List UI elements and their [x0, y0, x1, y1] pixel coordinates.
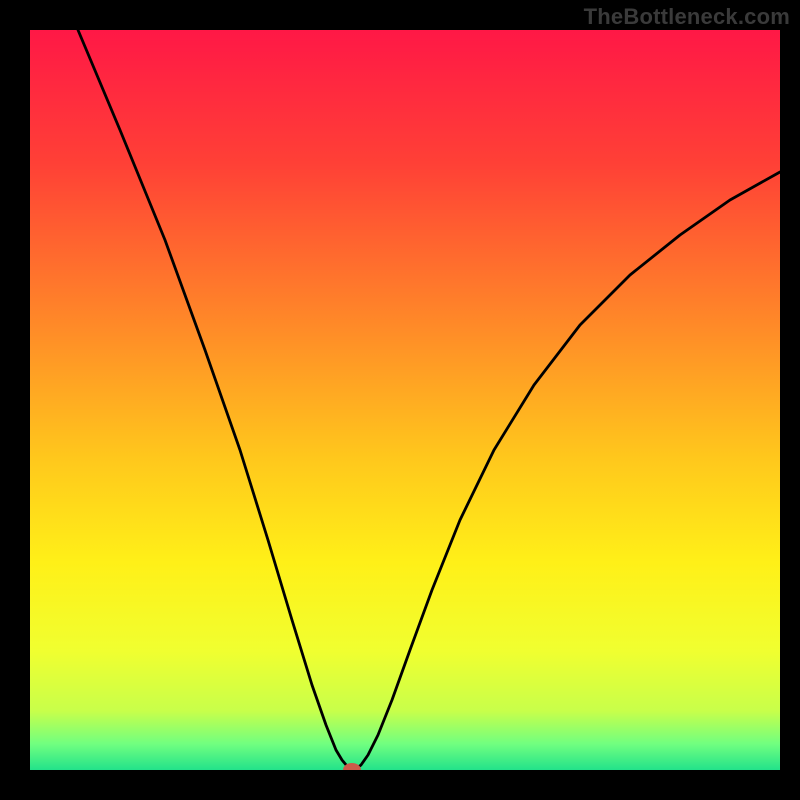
frame-top — [0, 0, 800, 30]
frame-bottom — [0, 770, 800, 800]
bottleneck-chart — [0, 0, 800, 800]
plot-background — [30, 30, 780, 770]
frame-right — [780, 0, 800, 800]
chart-container: TheBottleneck.com — [0, 0, 800, 800]
frame-left — [0, 0, 30, 800]
